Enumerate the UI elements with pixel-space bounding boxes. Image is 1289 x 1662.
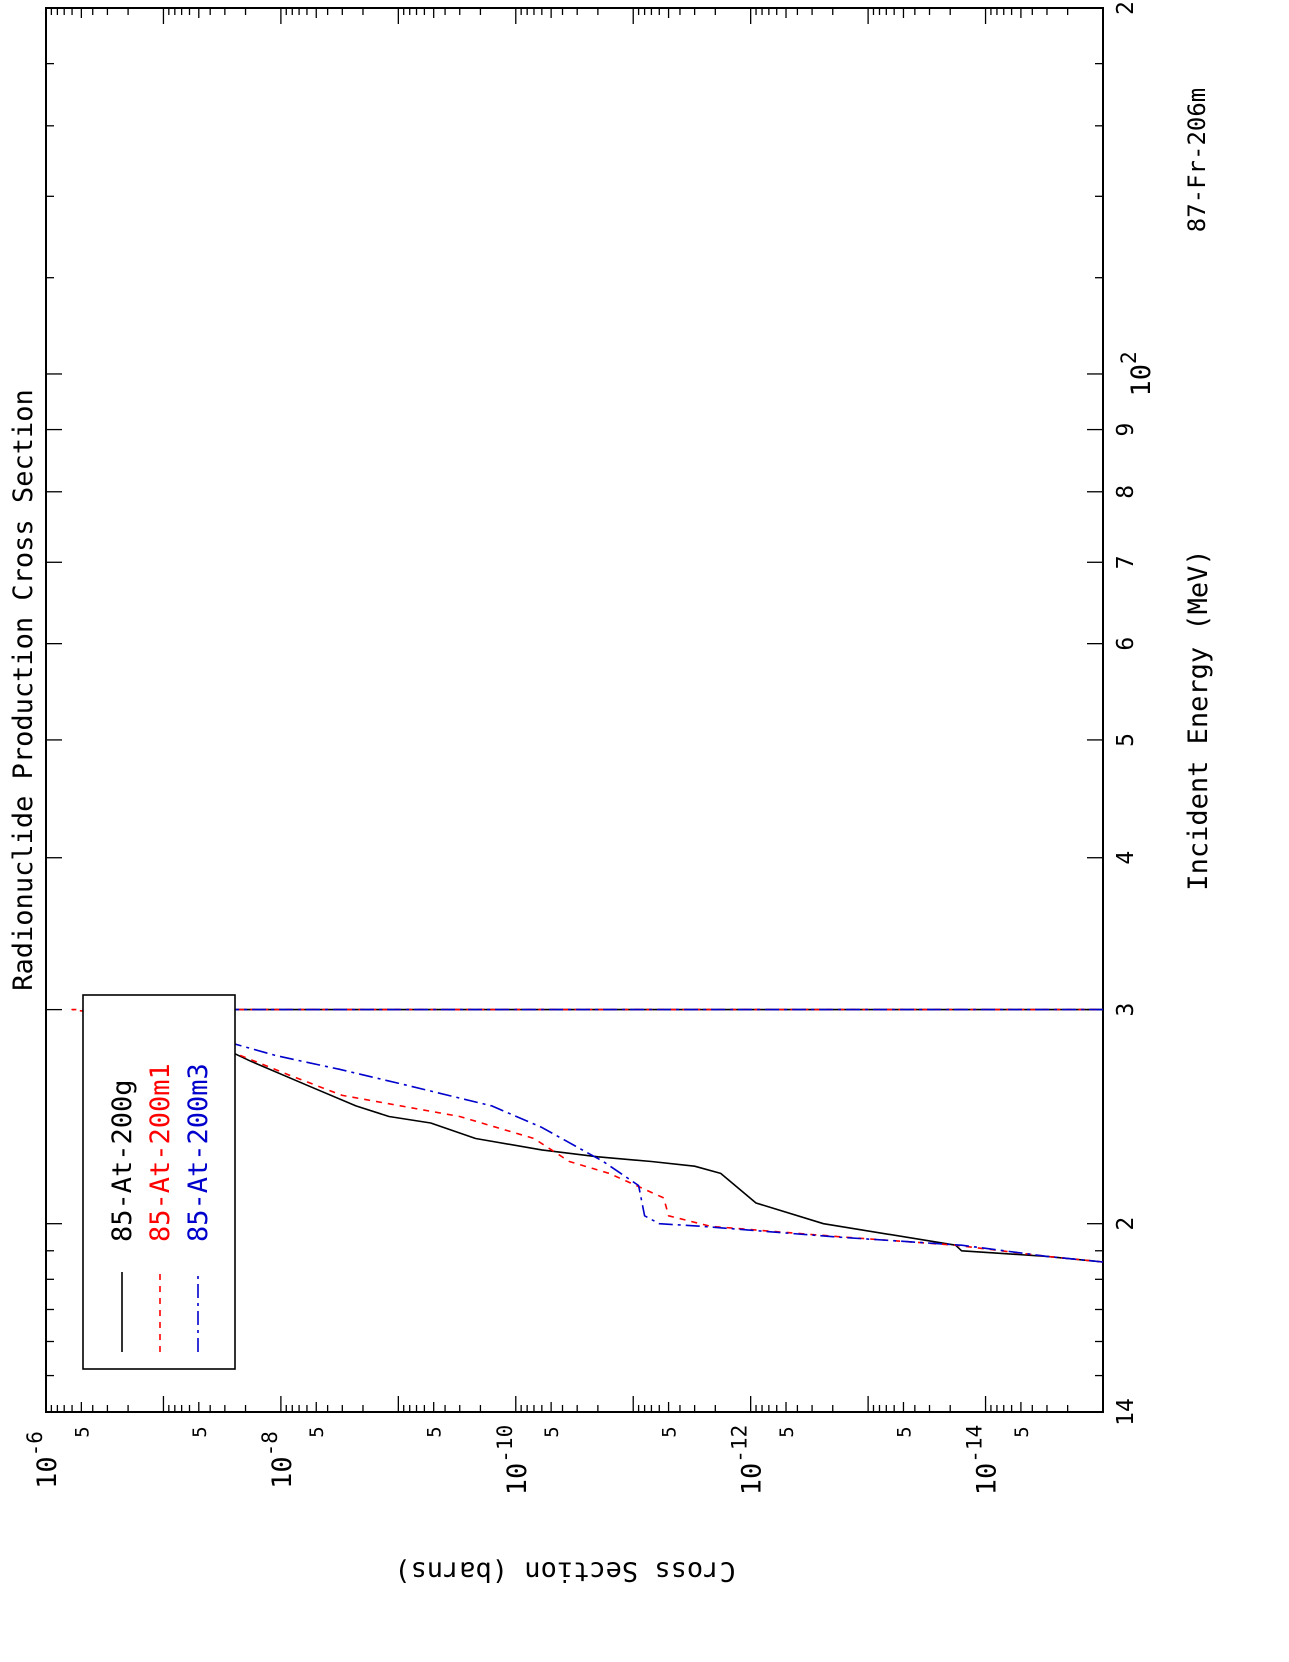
y-minor-label: 5 <box>306 1426 328 1437</box>
y-tick-label: 10-8 <box>258 1431 298 1489</box>
x-axis-label: Incident Energy (MeV) <box>1183 549 1214 890</box>
x-tick-label: 5 <box>1113 733 1139 747</box>
legend-label-2: 85-At-200m1 <box>145 1063 176 1242</box>
y-tick-label: 10-14 <box>963 1425 1003 1495</box>
x-tick-label: 6 <box>1113 637 1139 651</box>
y-minor-label: 5 <box>659 1426 681 1437</box>
y-minor-label: 5 <box>776 1426 798 1437</box>
y-tick-label: 10-10 <box>493 1425 533 1495</box>
axis-ticks <box>45 7 1104 1413</box>
plot-frame-group <box>45 7 1104 1413</box>
series-line-3 <box>127 1008 1104 1263</box>
y-axis-label: Cross Section (barns) <box>394 1556 735 1587</box>
plot-frame <box>45 7 1104 1413</box>
legend-label-1: 85-At-200g <box>107 1079 138 1242</box>
legend-label-3: 85-At-200m3 <box>183 1063 214 1242</box>
legend-box <box>82 994 236 1370</box>
corner-label: 87-Fr-206m <box>1183 88 1211 233</box>
x-tick-label: 7 <box>1113 555 1139 569</box>
x-tick-label: 4 <box>1113 851 1139 865</box>
y-tick-label: 10-6 <box>23 1431 63 1489</box>
y-minor-label: 5 <box>424 1426 446 1437</box>
y-minor-label: 5 <box>71 1426 93 1437</box>
x-tick-label: 3 <box>1113 1003 1139 1017</box>
x-tick-label: 8 <box>1113 485 1139 499</box>
y-tick-label: 10-12 <box>728 1425 768 1495</box>
x-tick-label: 2 <box>1113 1217 1139 1231</box>
axis-labels: 14 2 3 4 5 6 7 8 9 102 2 10-6 10-8 10-10 10-12 10-14 5 5 5… <box>23 1 1157 1495</box>
legend: 85-At-200g 85-At-200m1 85-At-200m3 <box>82 994 236 1370</box>
y-minor-label: 5 <box>541 1426 563 1437</box>
chart-title: Radionuclide Production Cross Section <box>8 389 39 990</box>
y-minor-label: 5 <box>189 1426 211 1437</box>
x-tick-label: 2 <box>1113 1 1139 15</box>
x-tick-label: 14 <box>1113 1398 1139 1426</box>
x-tick-label: 102 <box>1117 351 1157 396</box>
y-minor-label: 5 <box>893 1426 915 1437</box>
series-line-1 <box>103 1008 1104 1263</box>
y-minor-label: 5 <box>1011 1426 1033 1437</box>
x-tick-label: 9 <box>1113 423 1139 437</box>
